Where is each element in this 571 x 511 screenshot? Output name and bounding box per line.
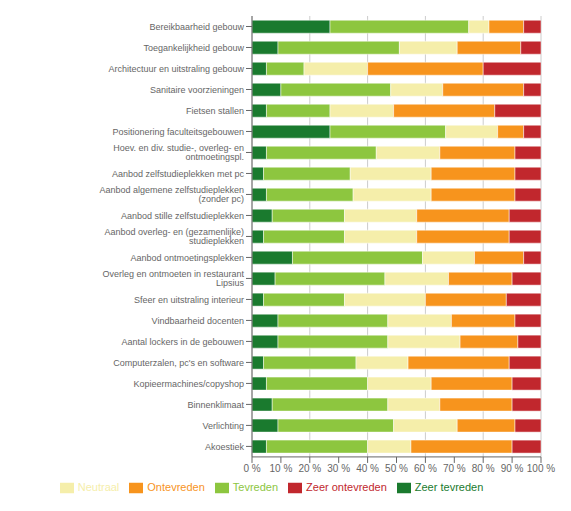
svg-text:Aanbod stille zelfstudieplekke: Aanbod stille zelfstudieplekken xyxy=(121,211,244,221)
svg-text:Computerzalen, pc's en softwar: Computerzalen, pc's en software xyxy=(113,358,244,368)
html-text:Ontevreden: Ontevreden xyxy=(147,480,205,493)
svg-text:Aantal lockers in de gebouwen: Aantal lockers in de gebouwen xyxy=(121,337,244,347)
svg-text:Fietsen stallen: Fietsen stallen xyxy=(186,106,244,116)
svg-text:Aanbod ontmoetingsplekken: Aanbod ontmoetingsplekken xyxy=(130,253,244,263)
svg-text:50 %: 50 % xyxy=(385,463,408,474)
svg-text:0 %: 0 % xyxy=(243,463,260,474)
svg-text:Toegankelijkheid gebouw: Toegankelijkheid gebouw xyxy=(143,43,244,53)
svg-text:Akoestiek: Akoestiek xyxy=(205,442,245,452)
html-text:Zeer ontevreden: Zeer ontevreden xyxy=(306,480,387,493)
svg-text:40 %: 40 % xyxy=(356,463,379,474)
svg-text:Positionering faculteitsgebouw: Positionering faculteitsgebouwen xyxy=(112,127,244,137)
svg-text:Binnenklimaat: Binnenklimaat xyxy=(187,400,244,410)
svg-text:60 %: 60 % xyxy=(414,463,437,474)
svg-text:Vindbaarheid docenten: Vindbaarheid docenten xyxy=(152,316,244,326)
svg-text:100 %: 100 % xyxy=(527,463,555,474)
svg-text:70 %: 70 % xyxy=(443,463,466,474)
svg-text:Aanbod zelfstudieplekken met p: Aanbod zelfstudieplekken met pc xyxy=(112,169,245,179)
svg-text:10 %: 10 % xyxy=(270,463,293,474)
svg-text:Sfeer en uitstraling interieur: Sfeer en uitstraling interieur xyxy=(134,295,244,305)
html-text:Zeer tevreden: Zeer tevreden xyxy=(414,480,484,493)
svg-text:Bereikbaarheid gebouw: Bereikbaarheid gebouw xyxy=(149,22,244,32)
svg-text:Overleg en ontmoeten in restau: Overleg en ontmoeten in restaurantLipsiu… xyxy=(102,269,244,288)
svg-text:Aanbod algemene zelfstudieplek: Aanbod algemene zelfstudieplekken(zonder… xyxy=(99,185,244,204)
svg-text:20 %: 20 % xyxy=(298,463,321,474)
html-text:Tevreden: Tevreden xyxy=(232,480,279,493)
svg-text:Kopieermachines/copyshop: Kopieermachines/copyshop xyxy=(133,379,244,389)
svg-text:90 %: 90 % xyxy=(501,463,524,474)
html-text:Neutraal: Neutraal xyxy=(77,480,120,493)
svg-text:30 %: 30 % xyxy=(327,463,350,474)
svg-text:Hoev. en div. studie-, overleg: Hoev. en div. studie-, overleg- enontmoe… xyxy=(113,143,244,162)
svg-text:Architectuur en uitstraling ge: Architectuur en uitstraling gebouw xyxy=(108,64,244,74)
svg-text:Verlichting: Verlichting xyxy=(202,421,244,431)
svg-text:80 %: 80 % xyxy=(472,463,495,474)
svg-text:Sanitaire voorzieningen: Sanitaire voorzieningen xyxy=(150,85,244,95)
svg-text:Aanbod overleg- en (gezamenlij: Aanbod overleg- en (gezamenlijke)studiep… xyxy=(104,227,244,246)
